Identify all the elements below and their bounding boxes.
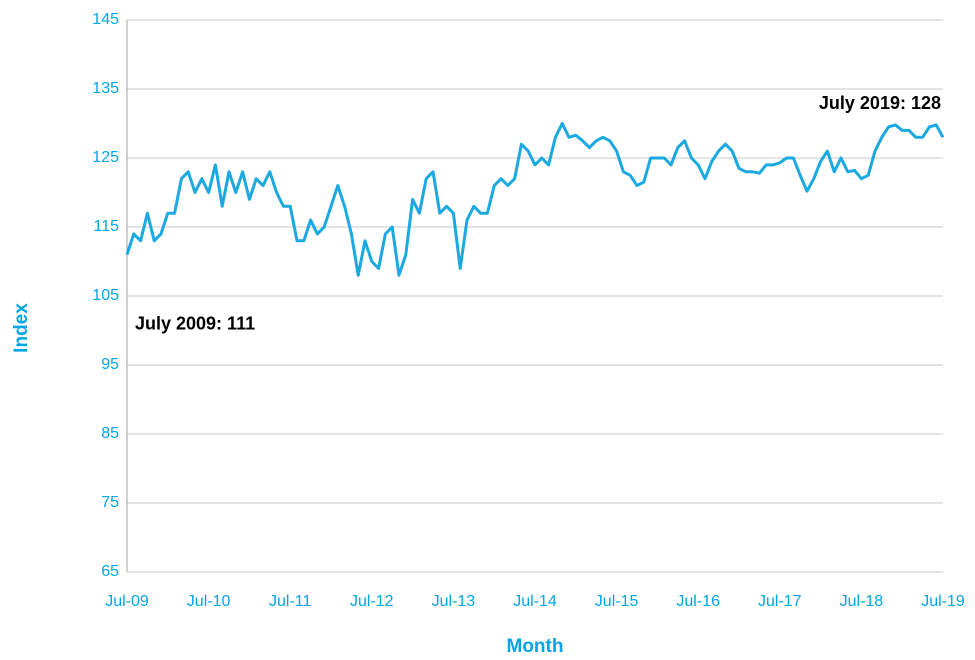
x-tick-label: Jul-10 [187, 593, 231, 610]
x-tick-label: Jul-19 [921, 593, 965, 610]
y-tick-label: 125 [92, 149, 119, 166]
y-tick-label: 85 [101, 425, 119, 442]
x-tick-label: Jul-16 [676, 593, 720, 610]
y-tick-label: 145 [92, 11, 119, 28]
x-tick-label: Jul-17 [758, 593, 802, 610]
x-tick-label: Jul-15 [595, 593, 639, 610]
x-tick-label: Jul-18 [840, 593, 884, 610]
annotation: July 2019: 128 [819, 93, 941, 113]
y-tick-label: 115 [93, 218, 119, 235]
line [125, 122, 945, 277]
annotation: July 2009: 111 [135, 313, 255, 333]
x-tick-label: Jul-09 [105, 593, 149, 610]
y-tick-label: 65 [101, 563, 119, 580]
x-tick-label: Jul-11 [269, 593, 311, 610]
y-tick-label: 135 [92, 80, 119, 97]
x-axis-title: Month [507, 636, 564, 657]
y-axis-title: Index [11, 303, 32, 353]
y-tick-label: 95 [101, 356, 119, 373]
x-tick-label: Jul-14 [513, 593, 557, 610]
x-tick-label: Jul-12 [350, 593, 394, 610]
x-tick-label: Jul-13 [432, 593, 476, 610]
y-tick-label: 75 [101, 494, 119, 511]
y-tick-label: 105 [92, 287, 119, 304]
